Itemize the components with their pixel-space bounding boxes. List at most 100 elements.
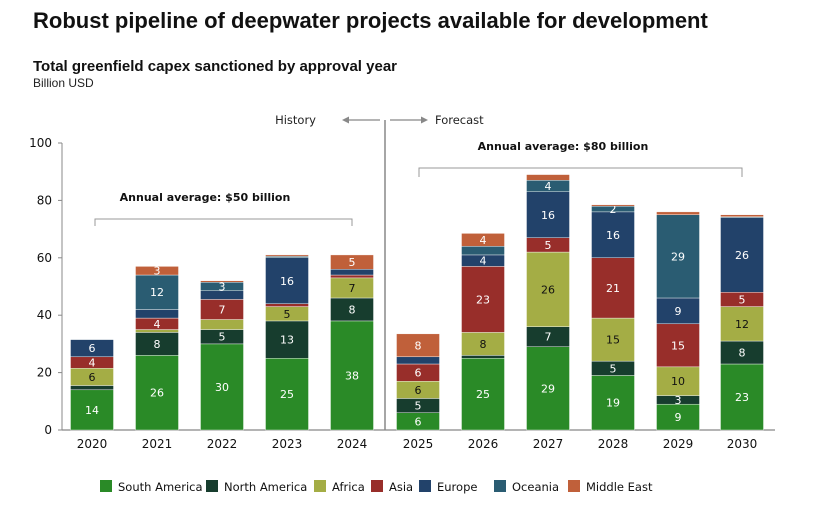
bar-2030: 23 8 12 5 26 <box>720 214 764 431</box>
data-label: 16 <box>280 275 294 288</box>
legend-swatch <box>206 480 218 492</box>
bar-segment-south-america <box>135 355 179 431</box>
x-tick-label: 2025 <box>403 437 434 451</box>
data-label: 13 <box>280 334 294 347</box>
data-label: 19 <box>606 397 620 410</box>
bar-2021: 26 8 4 12 3 <box>135 265 179 431</box>
data-label: 10 <box>671 375 685 388</box>
y-tick-label: 60 <box>37 251 52 265</box>
legend-label: North America <box>224 480 307 494</box>
x-tick-label: 2023 <box>272 437 303 451</box>
bar-segment-asia <box>591 257 635 319</box>
bar-segment-asia <box>656 323 700 368</box>
data-label: 5 <box>219 331 226 344</box>
data-label: 12 <box>150 286 164 299</box>
data-label: 5 <box>610 362 617 375</box>
data-label: 14 <box>85 404 99 417</box>
right-arrow-icon <box>390 116 428 124</box>
legend-item-asia: Asia <box>371 480 413 494</box>
data-label: 12 <box>735 318 749 331</box>
data-label: 30 <box>215 381 229 394</box>
x-tick-label: 2020 <box>77 437 108 451</box>
y-axis-unit: Billion USD <box>33 76 94 90</box>
bar-2026: 25 8 23 4 4 <box>461 233 505 431</box>
bar-segment-europe <box>591 211 635 259</box>
x-tick-label: 2026 <box>468 437 499 451</box>
bar-segment-middle-east <box>461 233 505 247</box>
bar-segment-europe <box>656 297 700 325</box>
legend-swatch <box>371 480 383 492</box>
bar-segment-middle-east <box>135 266 179 276</box>
data-label: 16 <box>606 229 620 242</box>
data-label: 15 <box>671 339 685 352</box>
forecast-label: Forecast <box>435 113 484 127</box>
data-label: 6 <box>89 371 96 384</box>
bar-2027: 29 7 26 5 16 4 <box>526 174 570 431</box>
x-tick-label: 2029 <box>663 437 694 451</box>
data-label: 5 <box>545 239 552 252</box>
history-label: History <box>275 113 316 127</box>
bar-2022: 30 5 7 3 <box>200 280 244 431</box>
bar-segment-europe <box>526 191 570 238</box>
legend-label: Asia <box>389 480 413 494</box>
data-label: 8 <box>349 303 356 316</box>
data-label: 4 <box>89 357 96 370</box>
bar-segment-africa <box>200 319 244 330</box>
legend-item-south-america: South America <box>100 480 203 494</box>
data-label: 8 <box>739 347 746 360</box>
chart-title: Total greenfield capex sanctioned by app… <box>33 58 398 75</box>
data-label: 6 <box>415 384 422 397</box>
bar-segment-middle-east <box>591 204 635 207</box>
bar-segment-middle-east <box>200 280 244 283</box>
data-label: 5 <box>739 293 746 306</box>
data-label: 5 <box>349 256 356 269</box>
legend-item-europe: Europe <box>419 480 477 494</box>
legend-swatch <box>419 480 431 492</box>
data-label: 7 <box>219 303 226 316</box>
y-tick-label: 100 <box>29 136 52 150</box>
bar-segment-europe <box>265 257 309 304</box>
data-label: 29 <box>541 382 555 395</box>
data-label: 6 <box>89 342 96 355</box>
bar-2028: 19 5 15 21 16 2 <box>591 203 635 431</box>
data-label: 38 <box>345 369 359 382</box>
data-label: 8 <box>154 338 161 351</box>
legend-label: Europe <box>437 480 477 494</box>
legend-label: Middle East <box>586 480 653 494</box>
data-label: 29 <box>671 250 685 263</box>
data-label: 9 <box>675 305 682 318</box>
legend-item-oceania: Oceania <box>494 480 559 494</box>
left-arrow-icon <box>342 116 380 124</box>
bar-segment-north-america <box>265 320 309 359</box>
data-label: 2 <box>610 203 617 216</box>
bar-segment-north-america <box>70 385 114 391</box>
bar-segment-south-america <box>656 403 700 431</box>
bar-segment-middle-east <box>265 254 309 257</box>
data-label: 15 <box>606 334 620 347</box>
history-average-label: Annual average: $50 billion <box>120 191 291 204</box>
x-tick-label: 2027 <box>533 437 564 451</box>
x-tick-label: 2024 <box>337 437 368 451</box>
data-label: 4 <box>154 318 161 331</box>
data-label: 8 <box>415 339 422 352</box>
data-label: 3 <box>154 265 161 278</box>
y-tick-label: 0 <box>44 423 52 437</box>
data-label: 5 <box>415 400 422 413</box>
data-label: 4 <box>480 234 487 247</box>
bar-2024: 38 8 7 5 <box>330 254 374 431</box>
bar-segment-africa <box>591 317 635 362</box>
bar-segment-south-america <box>461 358 505 431</box>
y-tick-label: 20 <box>37 366 52 380</box>
bar-segment-south-america <box>70 389 114 431</box>
legend-swatch <box>314 480 326 492</box>
data-label: 25 <box>280 388 294 401</box>
data-label: 4 <box>545 180 552 193</box>
bar-segment-africa <box>656 366 700 396</box>
forecast-bracket <box>418 167 743 177</box>
bar-segment-oceania <box>135 274 179 310</box>
bar-segment-middle-east <box>330 254 374 270</box>
data-label: 5 <box>284 308 291 321</box>
